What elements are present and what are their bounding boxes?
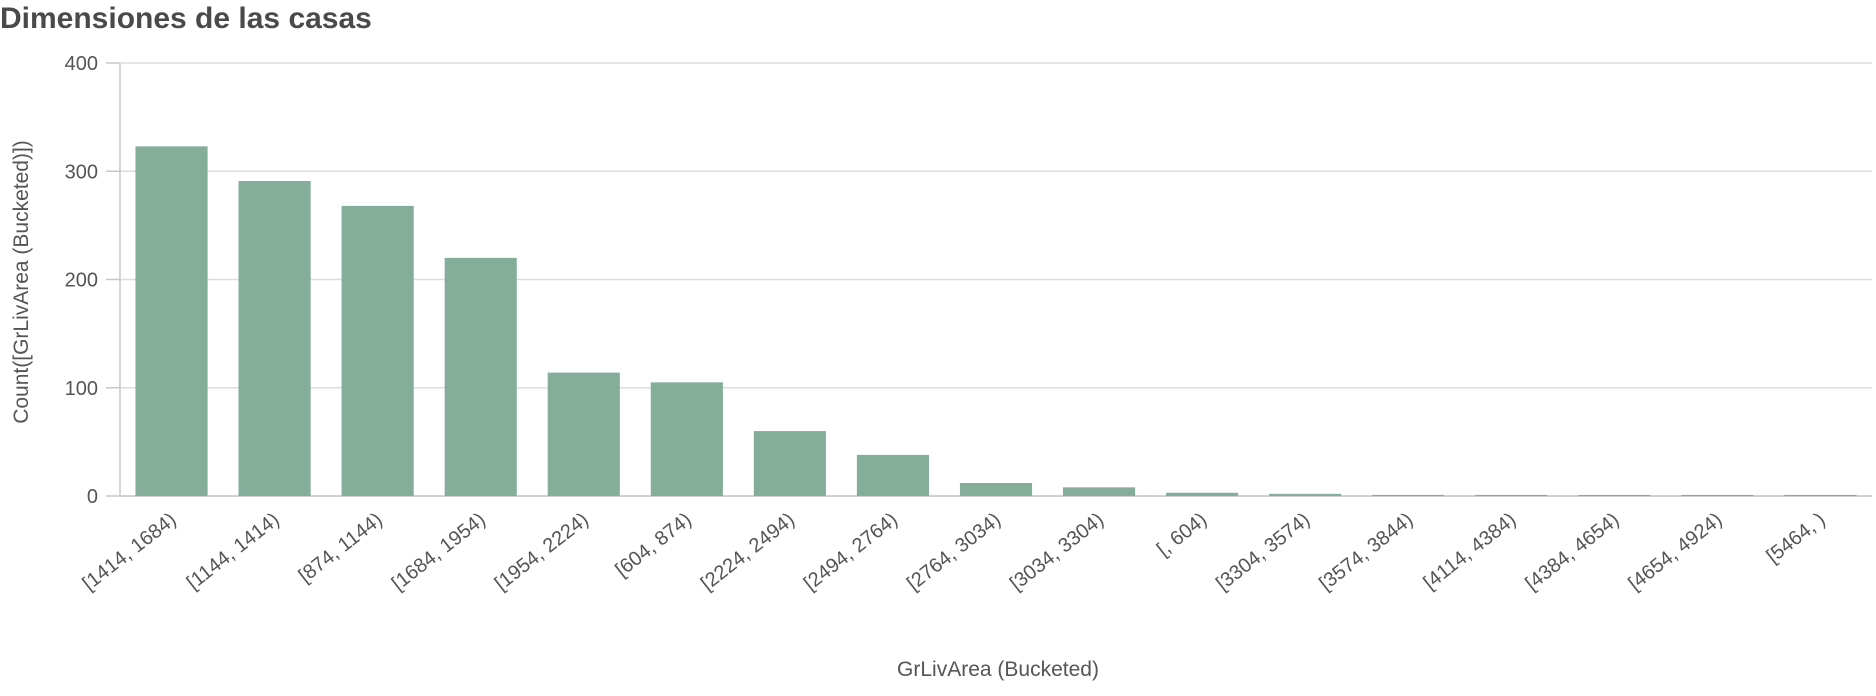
x-tick-label: [4384, 4654) <box>1521 509 1623 595</box>
x-tick-label: [1954, 2224) <box>491 509 593 595</box>
bar[interactable] <box>341 205 414 496</box>
bar[interactable] <box>547 372 620 496</box>
y-tick-label: 100 <box>65 378 98 400</box>
x-axis-title: GrLivArea (Bucketed) <box>897 658 1099 681</box>
x-tick-label: [2764, 3034) <box>903 509 1005 595</box>
chart-title: Dimensiones de las casas <box>0 2 372 35</box>
bar[interactable] <box>1578 494 1651 496</box>
x-tick-label: [4114, 4384) <box>1419 509 1520 595</box>
x-tick-label: [3304, 3574) <box>1212 509 1314 595</box>
x-tick-label: [604, 874) <box>611 509 696 582</box>
bar[interactable] <box>753 431 826 496</box>
x-tick-label: [3574, 3844) <box>1315 509 1417 595</box>
bar[interactable] <box>238 180 311 496</box>
y-tick-labels: 0 100 200 300 400 <box>65 53 98 508</box>
bar[interactable] <box>1269 493 1342 496</box>
x-tick-label: [3034, 3304) <box>1006 509 1108 595</box>
x-tick-label: [1414, 1684) <box>79 509 181 595</box>
bar[interactable] <box>1062 487 1136 496</box>
y-tick-label: 300 <box>65 161 98 183</box>
x-tick-label: [1684, 1954) <box>388 509 490 595</box>
x-tick-label: [2494, 2764) <box>800 509 902 595</box>
bar[interactable] <box>1681 494 1754 496</box>
x-tick-label: [5464, ) <box>1763 509 1830 568</box>
bars <box>135 146 1857 497</box>
bar[interactable] <box>1372 494 1445 496</box>
bar[interactable] <box>650 382 723 496</box>
x-tick-label: [1144, 1414) <box>183 509 284 595</box>
x-tick-label: [4654, 4924) <box>1624 509 1726 595</box>
y-tick-label: 200 <box>65 270 98 292</box>
x-tick-label: [2224, 2494) <box>697 509 799 595</box>
y-tick-label: 0 <box>87 486 98 508</box>
x-tick-label: [874, 1144) <box>295 509 387 588</box>
bar[interactable] <box>1475 494 1548 496</box>
x-tick-label: [, 604) <box>1153 509 1211 561</box>
y-axis-title: Count([GrLivArea (Bucketed)]) <box>10 140 33 424</box>
bar[interactable] <box>444 257 517 496</box>
bar[interactable] <box>856 454 930 496</box>
bar[interactable] <box>1784 494 1857 496</box>
x-tick-labels: [1414, 1684) [1144, 1414) [874, 1144) [1684… <box>79 509 1830 595</box>
bar[interactable] <box>1166 492 1239 496</box>
bar[interactable] <box>959 483 1033 496</box>
y-tick-label: 400 <box>65 53 98 75</box>
bar[interactable] <box>135 146 208 497</box>
